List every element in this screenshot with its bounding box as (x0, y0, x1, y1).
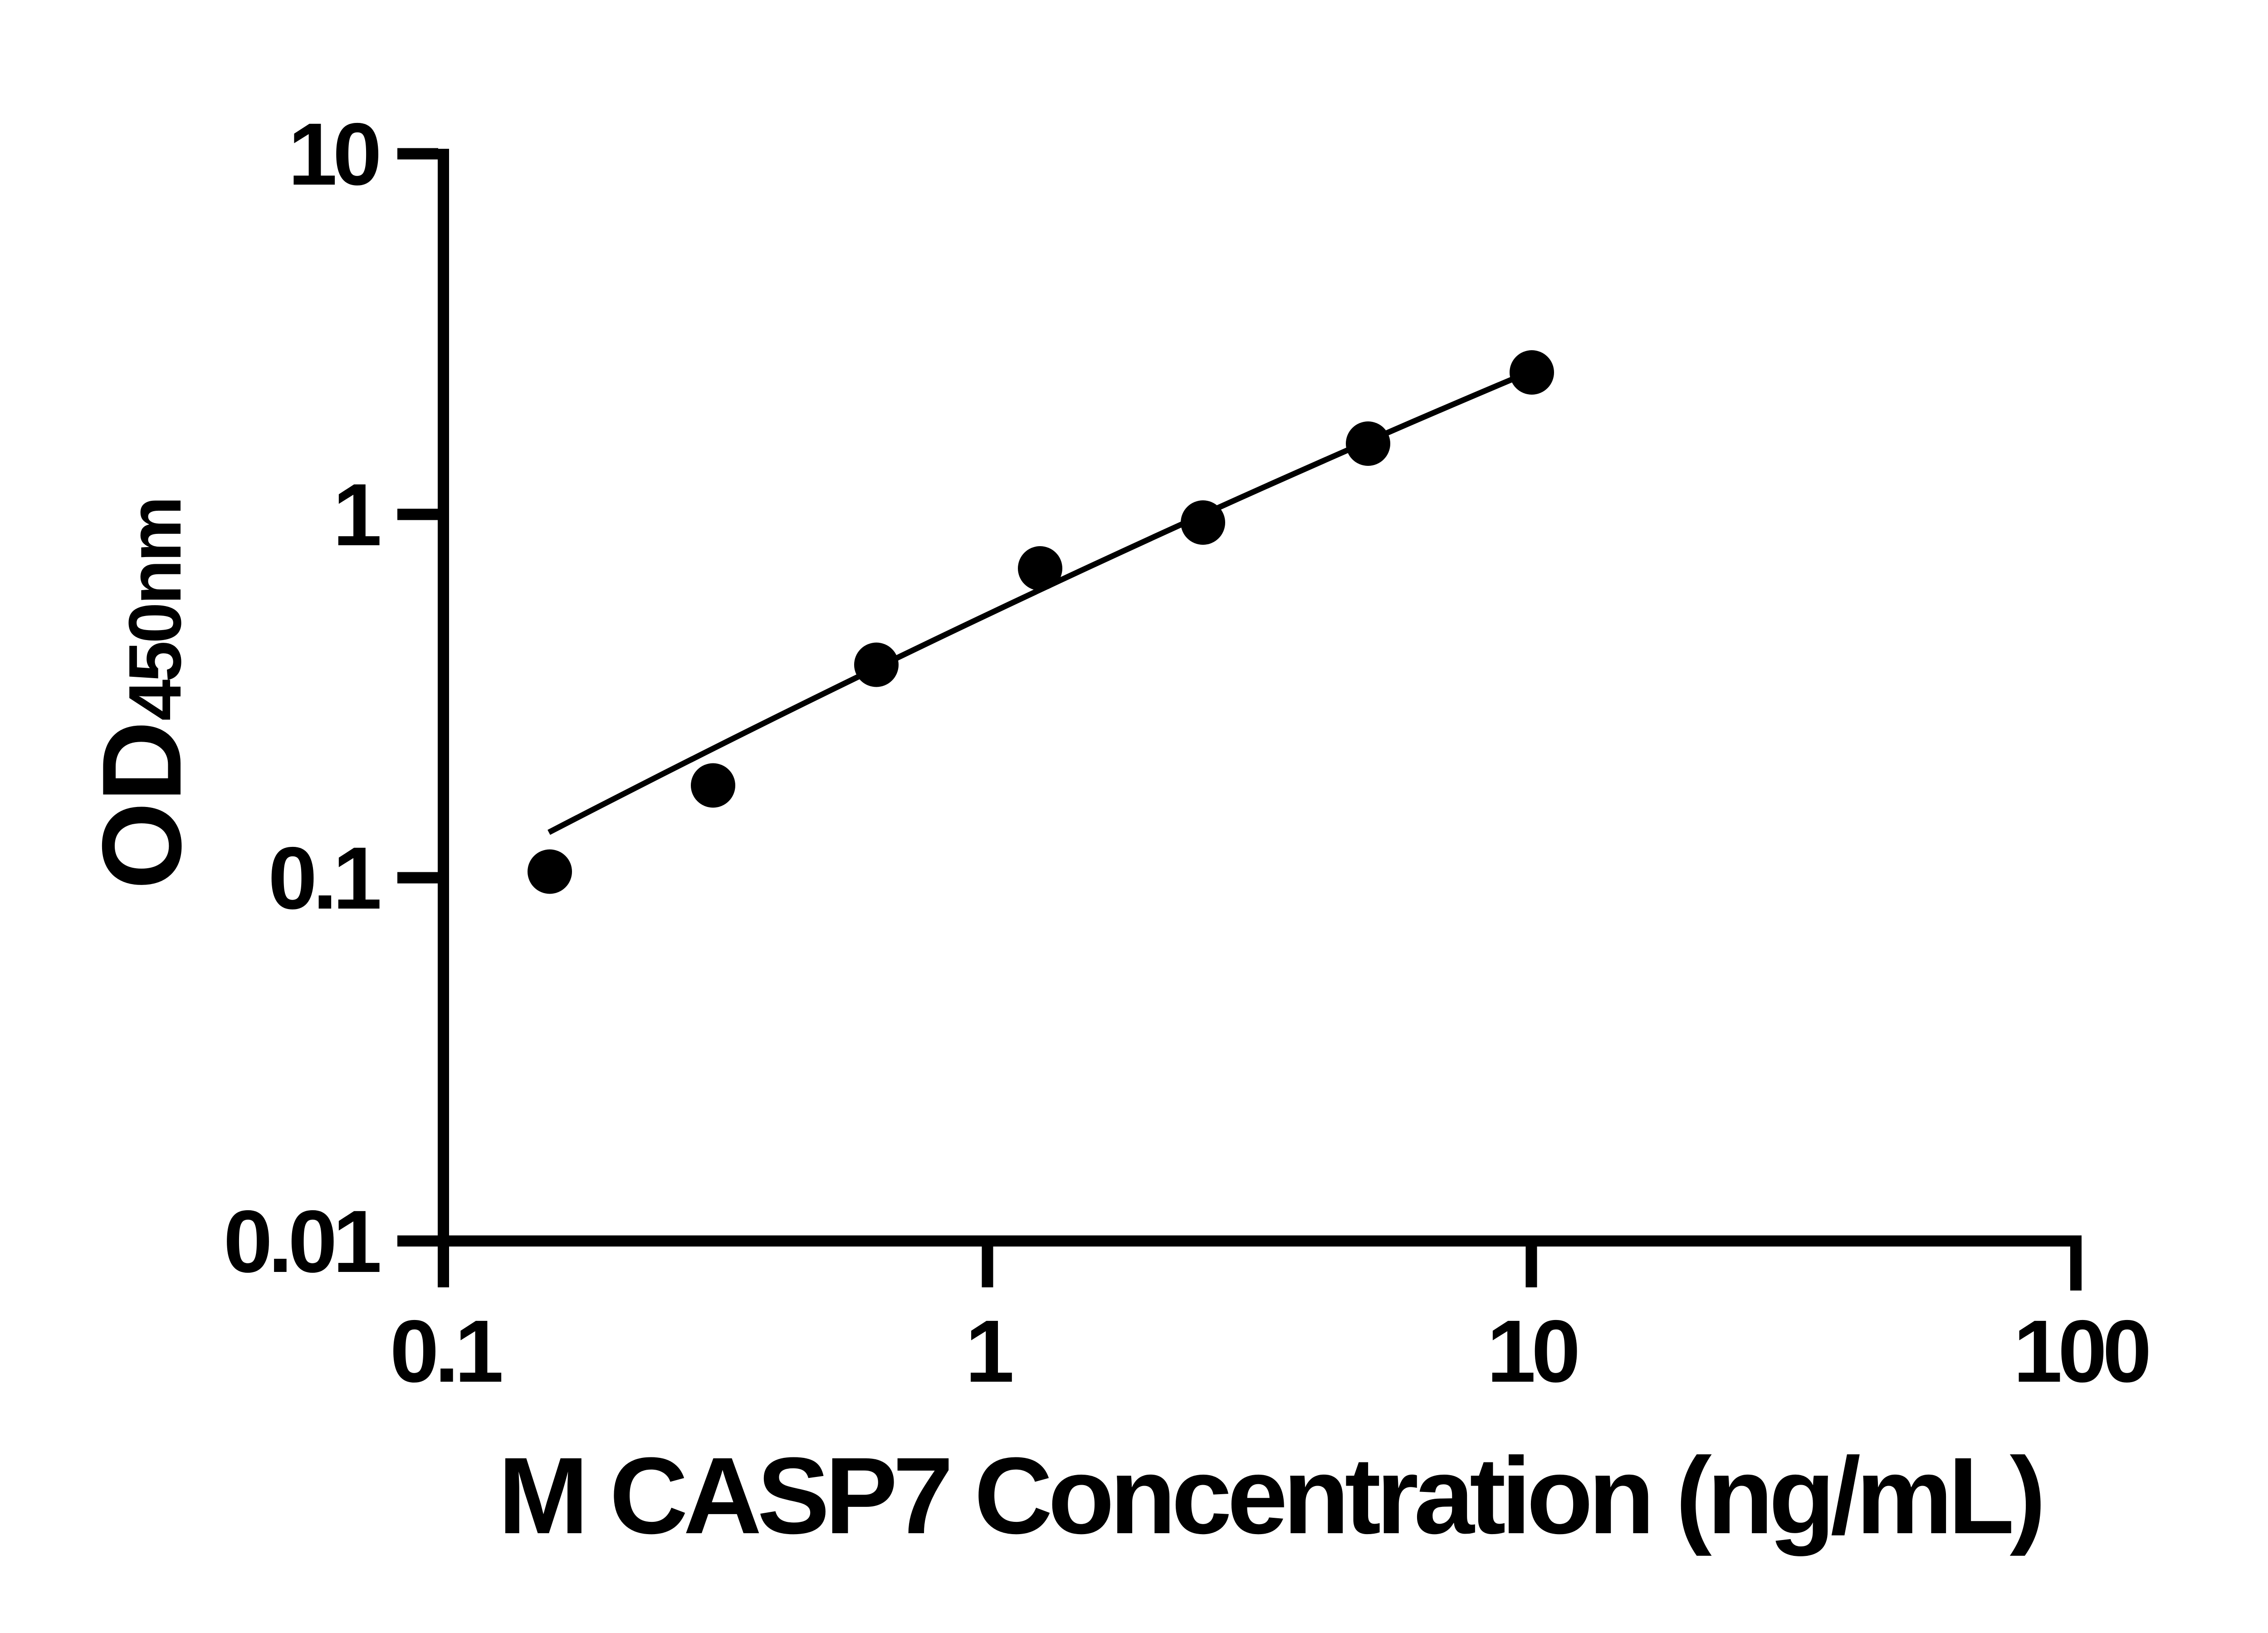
svg-text:1: 1 (965, 1302, 1012, 1401)
svg-text:0.1: 0.1 (390, 1302, 502, 1401)
svg-text:0.1: 0.1 (268, 829, 380, 928)
svg-text:0.01: 0.01 (223, 1192, 380, 1291)
svg-text:10: 10 (1487, 1302, 1577, 1401)
svg-text:1: 1 (333, 465, 380, 564)
svg-text:100: 100 (2013, 1302, 2148, 1401)
svg-text:10: 10 (288, 105, 378, 204)
svg-text:M CASP7 Concentration (ng/mL): M CASP7 Concentration (ng/mL) (498, 1435, 2041, 1556)
